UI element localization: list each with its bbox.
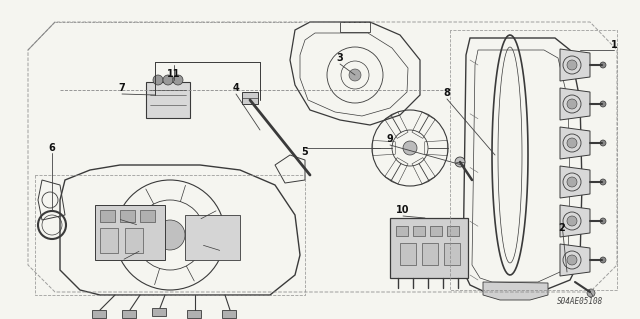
Bar [92,310,106,318]
Polygon shape [242,92,258,104]
Circle shape [567,138,577,148]
Bar [122,310,136,318]
Text: 7: 7 [118,83,125,93]
Text: 5: 5 [301,147,308,157]
Bar [447,226,459,236]
Circle shape [567,255,577,265]
Bar [120,210,135,222]
Circle shape [153,75,163,85]
Bar [430,226,442,236]
Circle shape [567,216,577,226]
Bar [187,310,201,318]
Bar [100,228,118,253]
Circle shape [455,157,465,167]
Circle shape [587,289,595,297]
Bar [95,205,165,260]
Circle shape [600,179,606,185]
Text: 3: 3 [337,53,344,63]
Text: 4: 4 [232,83,239,93]
Bar [222,310,236,318]
Bar [413,226,425,236]
Bar [444,243,460,265]
Bar [146,82,190,118]
Circle shape [163,75,173,85]
Circle shape [567,60,577,70]
Polygon shape [560,88,590,120]
Circle shape [567,177,577,187]
Bar [140,210,155,222]
Text: 2: 2 [559,223,565,233]
Circle shape [173,75,183,85]
Bar [396,226,408,236]
Polygon shape [483,282,548,300]
Circle shape [349,69,361,81]
Bar [185,215,240,260]
Bar [125,228,143,253]
Bar [152,308,166,316]
Circle shape [600,257,606,263]
Polygon shape [560,166,590,198]
Text: 9: 9 [387,134,394,144]
Circle shape [600,101,606,107]
Circle shape [567,99,577,109]
Circle shape [600,218,606,224]
Polygon shape [560,244,590,276]
Polygon shape [560,49,590,81]
Text: S04AE05108: S04AE05108 [557,298,603,307]
Bar [400,243,416,265]
Text: 6: 6 [49,143,56,153]
Circle shape [600,62,606,68]
Text: 11: 11 [167,69,180,79]
Text: 1: 1 [611,40,618,50]
Circle shape [600,140,606,146]
Text: 8: 8 [444,88,451,98]
Bar [390,218,468,278]
Polygon shape [560,127,590,159]
Bar [100,210,115,222]
Bar [422,243,438,265]
Circle shape [155,220,185,250]
Circle shape [403,141,417,155]
Polygon shape [560,205,590,237]
Text: 10: 10 [396,205,410,215]
